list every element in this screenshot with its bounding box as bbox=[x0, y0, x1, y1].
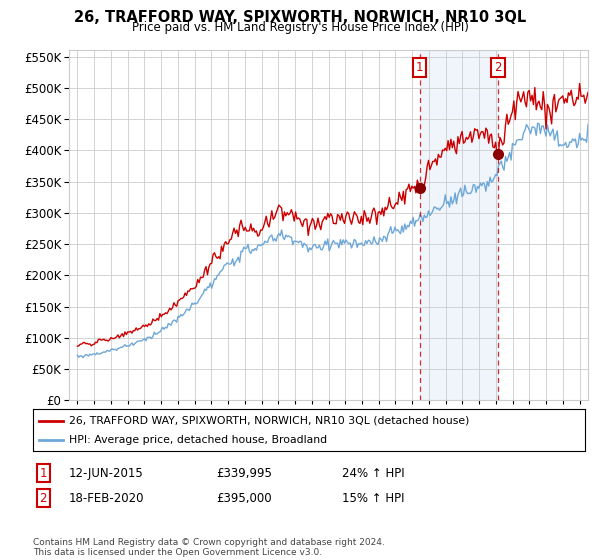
Text: 2: 2 bbox=[40, 492, 47, 505]
Text: Price paid vs. HM Land Registry's House Price Index (HPI): Price paid vs. HM Land Registry's House … bbox=[131, 21, 469, 34]
Text: 2: 2 bbox=[494, 61, 502, 74]
Text: 24% ↑ HPI: 24% ↑ HPI bbox=[342, 466, 404, 480]
Text: 15% ↑ HPI: 15% ↑ HPI bbox=[342, 492, 404, 505]
Text: 1: 1 bbox=[40, 466, 47, 480]
Text: 26, TRAFFORD WAY, SPIXWORTH, NORWICH, NR10 3QL (detached house): 26, TRAFFORD WAY, SPIXWORTH, NORWICH, NR… bbox=[69, 416, 469, 426]
Text: £339,995: £339,995 bbox=[216, 466, 272, 480]
Text: 1: 1 bbox=[416, 61, 424, 74]
Text: 12-JUN-2015: 12-JUN-2015 bbox=[69, 466, 144, 480]
Text: £395,000: £395,000 bbox=[216, 492, 272, 505]
Text: HPI: Average price, detached house, Broadland: HPI: Average price, detached house, Broa… bbox=[69, 435, 327, 445]
Text: 26, TRAFFORD WAY, SPIXWORTH, NORWICH, NR10 3QL: 26, TRAFFORD WAY, SPIXWORTH, NORWICH, NR… bbox=[74, 10, 526, 25]
Text: Contains HM Land Registry data © Crown copyright and database right 2024.
This d: Contains HM Land Registry data © Crown c… bbox=[33, 538, 385, 557]
Bar bbox=[419, 50, 498, 400]
Text: 18-FEB-2020: 18-FEB-2020 bbox=[69, 492, 145, 505]
